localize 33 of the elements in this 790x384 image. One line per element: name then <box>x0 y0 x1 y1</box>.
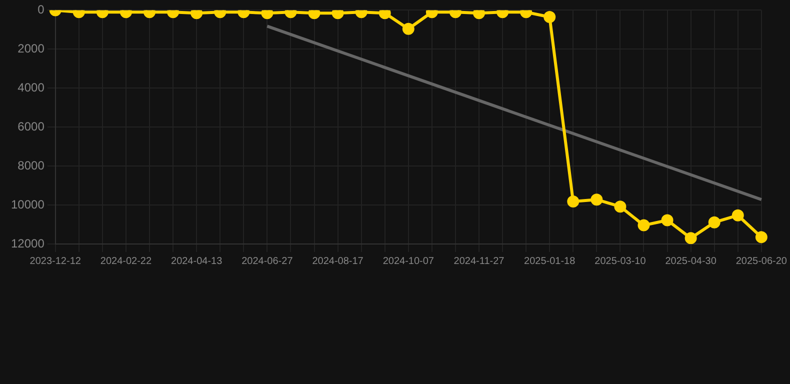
y-tick-label: 2000 <box>18 41 45 56</box>
x-tick-label: 2025-06-20 <box>736 256 788 267</box>
point <box>590 194 603 206</box>
point <box>638 219 650 232</box>
point <box>332 10 344 20</box>
x-tick-label: 2025-01-18 <box>524 256 576 267</box>
y-tick-label: 10000 <box>10 197 45 212</box>
point <box>378 10 391 20</box>
point <box>684 232 697 244</box>
point <box>755 231 768 244</box>
x-tick-label: 2024-06-27 <box>242 256 294 267</box>
y-tick-label: 0 <box>38 2 45 17</box>
point <box>661 214 674 226</box>
point <box>732 209 744 222</box>
x-tick-label: 2023-12-12 <box>30 256 82 267</box>
x-tick-label: 2024-08-17 <box>312 256 364 267</box>
point <box>708 216 720 228</box>
x-tick-label: 2024-04-13 <box>171 256 223 267</box>
x-tick-label: 2024-11-27 <box>454 256 505 267</box>
point <box>614 200 626 213</box>
x-tick-label: 2024-10-07 <box>382 256 434 267</box>
x-tick-label: 2024-02-22 <box>100 256 152 267</box>
point <box>308 10 320 20</box>
point <box>190 10 203 20</box>
y-tick-label: 4000 <box>18 80 45 94</box>
y-tick-label: 6000 <box>18 119 45 134</box>
point <box>261 10 274 20</box>
x-tick-label: 2025-03-10 <box>594 256 646 267</box>
point <box>473 10 485 20</box>
y-tick-label: 12000 <box>10 236 45 250</box>
x-tick-label: 2025-04-30 <box>665 256 717 267</box>
y-tick-label: 8000 <box>18 158 45 172</box>
point <box>567 196 580 208</box>
